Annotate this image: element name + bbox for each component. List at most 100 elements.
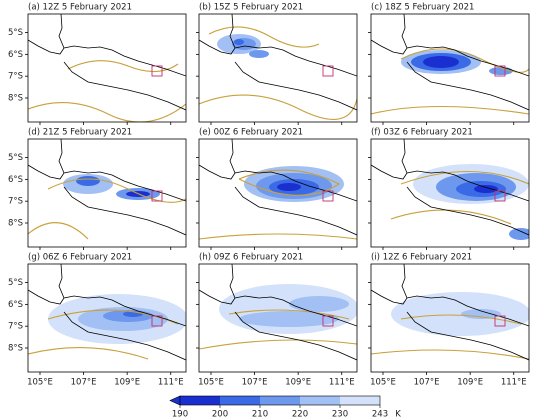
coastline <box>406 311 529 361</box>
colorbar-segment <box>220 396 260 405</box>
panel-frame <box>27 138 187 248</box>
x-tick-label: 109°E <box>285 378 311 388</box>
colorbar-tick-label: 200 <box>212 410 228 420</box>
y-tick-label: 5°S <box>8 153 23 163</box>
contour <box>400 170 529 185</box>
cloud <box>474 185 498 193</box>
x-tick-label: 111°E <box>501 378 527 388</box>
panel-title: (e) 00Z 6 February 2021 <box>199 128 303 138</box>
panel-frame <box>198 138 358 248</box>
cloud <box>234 39 244 45</box>
coastline <box>371 39 529 77</box>
panel-title: (d) 21Z 5 February 2021 <box>28 128 132 138</box>
colorbar-unit: K <box>395 410 401 420</box>
map-panel: 5°S 6°S 7°S 8°S <box>8 13 187 125</box>
study-box <box>494 190 506 202</box>
map-content <box>199 14 357 120</box>
study-box <box>494 315 506 327</box>
study-box <box>322 315 334 327</box>
map-panel: 105°E 107°E 109°E 111°E <box>196 263 358 388</box>
coastline <box>58 14 65 49</box>
contour <box>28 347 149 360</box>
study-box <box>322 190 334 202</box>
y-tick-label: 7°S <box>8 197 23 207</box>
coastline <box>63 61 186 111</box>
panel-title: (i) 12Z 6 February 2021 <box>371 253 472 263</box>
x-tick-label: 109°E <box>114 378 140 388</box>
coastline <box>199 289 357 327</box>
colorbar-segment <box>260 396 300 405</box>
coastline <box>199 164 357 202</box>
y-tick-label: 6°S <box>8 50 23 60</box>
coastline <box>371 164 529 202</box>
map-content <box>371 139 529 240</box>
map-content <box>371 264 529 361</box>
panel-frame <box>27 263 187 373</box>
coastline <box>58 139 65 174</box>
study-box <box>322 65 334 77</box>
coastline <box>401 139 408 174</box>
map-content <box>28 14 186 122</box>
coastline <box>63 311 186 361</box>
panel-frame <box>370 138 530 248</box>
x-tick-label: 111°E <box>158 378 184 388</box>
coastline <box>63 186 186 236</box>
map-panel <box>196 138 358 250</box>
coastline <box>234 61 357 111</box>
contour <box>371 349 529 360</box>
contour <box>400 48 529 73</box>
colorbar-tick-label: 220 <box>292 410 308 420</box>
coastline <box>401 14 408 49</box>
contour <box>400 314 522 325</box>
x-tick-label: 105°E <box>370 378 396 388</box>
cloud <box>239 311 339 327</box>
panel-title: (f) 03Z 6 February 2021 <box>371 128 473 138</box>
cloud <box>391 292 529 336</box>
colorbar-frame <box>179 395 381 406</box>
coastline <box>28 39 186 77</box>
cloud <box>509 228 529 240</box>
map-panel <box>196 13 358 125</box>
panel-title: (h) 09Z 6 February 2021 <box>199 253 303 263</box>
colorbar-tick-label: 210 <box>252 410 268 420</box>
map-panel <box>368 138 530 250</box>
y-tick-label: 8°S <box>8 94 23 104</box>
coastline <box>28 289 186 327</box>
x-tick-label: 107°E <box>71 378 97 388</box>
x-tick-label: 105°E <box>27 378 53 388</box>
y-tick-label: 6°S <box>8 300 23 310</box>
cloud <box>423 56 459 68</box>
y-tick-label: 5°S <box>8 28 23 38</box>
panel-title: (g) 06Z 6 February 2021 <box>28 253 132 263</box>
y-tick-label: 7°S <box>8 322 23 332</box>
contour <box>371 105 529 115</box>
contour <box>390 209 512 225</box>
coastline <box>234 186 357 236</box>
colorbar-tick-label: 243 <box>372 410 388 420</box>
map-content <box>199 139 357 240</box>
cloud <box>249 50 269 58</box>
map-content <box>199 264 357 361</box>
map-content <box>28 139 186 240</box>
cloud <box>277 183 301 191</box>
y-tick-label: 8°S <box>8 344 23 354</box>
contour <box>238 169 341 196</box>
panel-frame <box>198 263 358 373</box>
cloud <box>76 176 100 186</box>
coastline <box>406 186 529 236</box>
study-box <box>151 65 163 77</box>
study-box <box>494 65 506 77</box>
coastline <box>229 264 236 299</box>
contour <box>208 26 320 48</box>
y-tick-label: 7°S <box>8 72 23 82</box>
panel-frame <box>370 263 530 373</box>
x-tick-label: 107°E <box>414 378 440 388</box>
colorbar-segment <box>180 396 220 405</box>
map-panel: 5°S 6°S 7°S 8°S <box>8 138 187 250</box>
x-tick-label: 111°E <box>329 378 355 388</box>
colorbar-extension <box>169 395 181 406</box>
panel-title: (b) 15Z 5 February 2021 <box>199 3 303 13</box>
coastline <box>229 14 236 49</box>
contour <box>67 60 179 73</box>
